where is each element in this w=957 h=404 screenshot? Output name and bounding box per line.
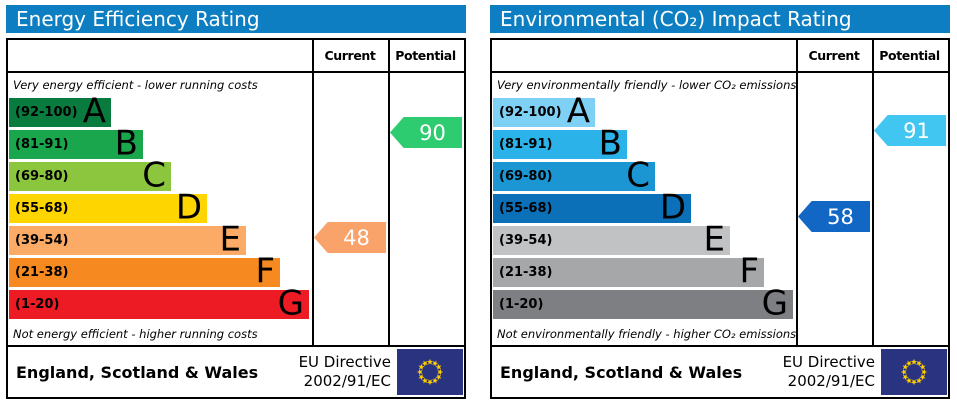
eu-directive-line1: EU Directive [298,353,391,371]
band-range-label: (39-54) [499,233,553,248]
band-range-label: (92-100) [499,105,562,120]
band-range-label: (1-20) [499,297,544,312]
band-letter: B [598,123,622,164]
rating-band-g: (1-20) G [493,283,793,324]
band-letter: C [626,155,650,196]
band-range-label: (21-38) [15,265,69,280]
band-letter: G [761,283,788,324]
top-note: Very energy efficient - lower running co… [13,78,258,92]
region-label: England, Scotland & Wales [500,362,743,382]
bottom-note: Not energy efficient - higher running co… [13,327,258,341]
eu-flag-icon [397,349,463,395]
current-rating-arrow: 58 [798,201,870,232]
band-letter: E [219,219,241,260]
band-range-label: (81-91) [15,137,69,152]
table-header-row: Current Potential [492,40,948,73]
environmental-impact-panel: Environmental (CO₂) Impact Rating Curren… [490,5,950,399]
rating-band-c: (69-80) C [9,155,171,196]
column-divider [312,40,314,345]
eu-directive-label: EU Directive 2002/91/EC [783,353,881,391]
band-letter: E [703,219,725,260]
band-range-label: (69-80) [15,169,69,184]
column-divider [388,40,390,345]
current-column-header: Current [808,48,860,63]
band-range-label: (21-38) [499,265,553,280]
rating-band-b: (81-91) B [493,123,627,164]
band-letter: F [255,251,275,292]
band-letter: G [277,283,304,324]
potential-rating-arrow: 91 [874,115,946,146]
band-letter: C [142,155,166,196]
band-letter: D [175,187,202,228]
top-note: Very environmentally friendly - lower CO… [497,78,797,92]
band-range-label: (81-91) [499,137,553,152]
region-label: England, Scotland & Wales [16,362,259,382]
rating-band-d: (55-68) D [493,187,691,228]
rating-band-g: (1-20) G [9,283,309,324]
panel-title-bar: Environmental (CO₂) Impact Rating [490,5,950,33]
table-header-row: Current Potential [8,40,464,73]
energy-efficiency-panel: Energy Efficiency Rating Current Potenti… [6,5,466,399]
current-rating-arrow: 48 [314,222,386,253]
potential-rating-arrow: 90 [390,117,462,148]
rating-band-a: (92-100) A [9,91,111,132]
column-divider [796,40,798,345]
eu-directive-label: EU Directive 2002/91/EC [299,353,397,391]
current-column-header: Current [324,48,376,63]
potential-column-header: Potential [395,48,456,63]
rating-band-e: (39-54) E [493,219,730,260]
band-letter: A [82,91,106,132]
band-range-label: (69-80) [499,169,553,184]
rating-band-d: (55-68) D [9,187,207,228]
rating-band-c: (69-80) C [493,155,655,196]
band-range-label: (92-100) [15,105,78,120]
potential-rating-value: 91 [903,118,930,143]
table-footer: England, Scotland & Wales EU Directive 2… [492,345,948,397]
current-rating-value: 48 [343,225,370,250]
bottom-note: Not environmentally friendly - higher CO… [497,327,797,341]
rating-table: Current Potential Very energy efficient … [6,38,466,399]
rating-table: Current Potential Very environmentally f… [490,38,950,399]
eu-directive-line2: 2002/91/EC [787,372,875,390]
rating-band-e: (39-54) E [9,219,246,260]
band-range-label: (39-54) [15,233,69,248]
band-range-label: (1-20) [15,297,60,312]
band-letter: F [739,251,759,292]
panel-title: Energy Efficiency Rating [16,7,260,31]
rating-band-f: (21-38) F [9,251,280,292]
rating-band-a: (92-100) A [493,91,595,132]
band-letter: B [114,123,138,164]
eu-directive-line2: 2002/91/EC [303,372,391,390]
eu-flag-icon [881,349,947,395]
current-rating-value: 58 [827,204,854,229]
table-footer: England, Scotland & Wales EU Directive 2… [8,345,464,397]
panel-title: Environmental (CO₂) Impact Rating [500,7,852,31]
potential-rating-value: 90 [419,120,446,145]
panel-title-bar: Energy Efficiency Rating [6,5,466,33]
rating-band-b: (81-91) B [9,123,143,164]
column-divider [872,40,874,345]
rating-band-f: (21-38) F [493,251,764,292]
band-range-label: (55-68) [499,201,553,216]
band-letter: D [659,187,686,228]
band-letter: A [566,91,590,132]
band-range-label: (55-68) [15,201,69,216]
potential-column-header: Potential [879,48,940,63]
eu-directive-line1: EU Directive [782,353,875,371]
